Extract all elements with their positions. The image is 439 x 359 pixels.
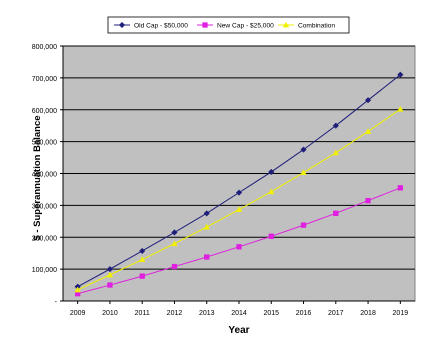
data-point: [397, 105, 404, 112]
x-tick-label: 2016: [296, 310, 312, 317]
y-tick-label: 700,000: [32, 76, 57, 83]
legend-label: New Cap - $25,000: [217, 23, 274, 30]
data-point: [268, 233, 274, 239]
data-point: [171, 240, 178, 247]
y-tick-label: 600,000: [32, 108, 57, 115]
y-tick-label: 200,000: [32, 235, 57, 242]
data-point: [139, 273, 145, 279]
data-point: [138, 256, 146, 263]
data-point: [235, 206, 243, 213]
legend-box: [107, 16, 350, 34]
y-tick-label: 100,000: [32, 267, 57, 274]
series-3: [74, 105, 404, 293]
x-tick-label: 2014: [231, 310, 247, 317]
x-tick-label: 2012: [167, 310, 183, 317]
y-tick-label: 800,000: [32, 44, 57, 51]
data-point: [203, 210, 210, 217]
data-point: [300, 169, 307, 176]
plot-area: [62, 45, 416, 302]
data-point: [171, 229, 178, 236]
series-layer: [74, 71, 404, 297]
x-tick-label: 2019: [393, 310, 409, 317]
data-point: [235, 189, 243, 196]
x-tick-label: 2010: [102, 310, 118, 317]
data-point: [364, 97, 372, 104]
data-point: [118, 21, 126, 29]
x-axis-title: Year: [228, 325, 249, 336]
series-2: [75, 185, 403, 297]
data-point: [365, 197, 371, 204]
data-point: [333, 210, 339, 216]
data-point: [397, 185, 403, 191]
data-point: [300, 222, 307, 228]
y-tick-label: 300,000: [32, 203, 57, 210]
x-tick-label: 2018: [360, 310, 376, 317]
y-tick-label: 500,000: [32, 140, 57, 147]
y-axis-title: $ - Superannuation Balance: [32, 115, 43, 240]
x-tick-label: 2013: [199, 310, 215, 317]
data-point: [364, 128, 372, 134]
x-tick-label: 2009: [70, 310, 86, 317]
data-point: [203, 223, 210, 230]
axes: - 100,000 200,000 300,000 400,000 500,000 600,…: [32, 44, 415, 317]
data-point: [332, 122, 339, 129]
legend-label: Old Cap - $50,000: [134, 23, 188, 30]
data-point: [282, 21, 290, 28]
legend-label: Combination: [298, 23, 335, 30]
data-point: [171, 263, 178, 270]
data-point: [397, 71, 404, 78]
data-point: [268, 168, 275, 176]
data-point: [139, 247, 146, 255]
y-tick-label: 400,000: [32, 172, 57, 179]
data-point: [332, 149, 340, 156]
x-tick-label: 2017: [328, 310, 344, 317]
data-point: [74, 286, 81, 293]
data-point: [236, 244, 242, 250]
data-point: [202, 22, 208, 28]
data-point: [106, 271, 114, 278]
x-tick-label: 2015: [263, 310, 279, 317]
data-point: [300, 146, 307, 153]
x-tick-label: 2011: [135, 310, 150, 317]
data-point: [268, 188, 275, 195]
legend: Old Cap - $50,000 New Cap - $25,000 Combin…: [107, 16, 350, 34]
data-point: [107, 282, 113, 288]
data-point: [204, 254, 210, 260]
y-tick-label: -: [55, 299, 58, 306]
